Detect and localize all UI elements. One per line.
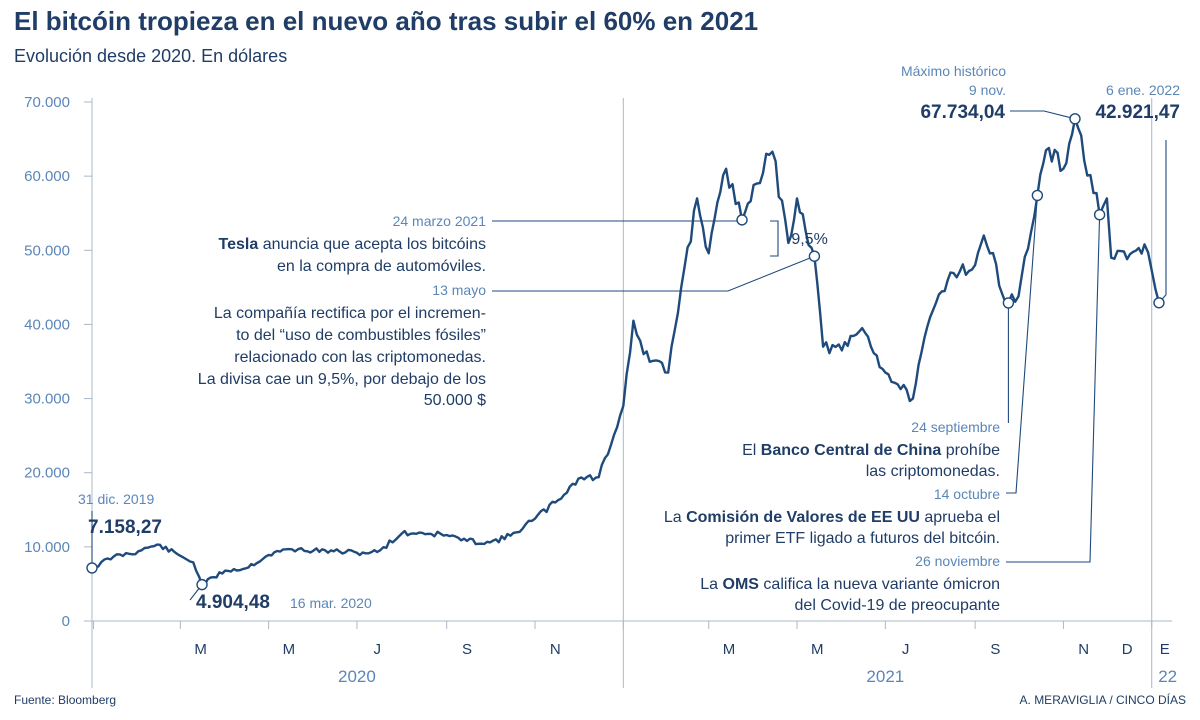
- y-tick-label: 60.000: [24, 168, 70, 185]
- x-tick-label: S: [462, 641, 472, 658]
- may-marker: [808, 250, 821, 262]
- tesla-date: 24 marzo 2021: [393, 213, 487, 229]
- start-marker: [86, 562, 98, 574]
- china-line1: El Banco Central de China prohíbe: [742, 442, 1000, 459]
- x-year-label: 2020: [338, 667, 376, 686]
- drop-label: -9,5%: [786, 231, 828, 248]
- start-date-label: 31 dic. 2019: [78, 491, 154, 507]
- x-tick-label: N: [550, 641, 561, 658]
- x-tick-label: M: [723, 641, 736, 658]
- drop-bracket: [770, 220, 779, 257]
- y-tick-label: 10.000: [24, 539, 70, 556]
- china-date: 24 septiembre: [911, 419, 1000, 435]
- x-tick-label: E: [1160, 641, 1170, 658]
- last-value-label: 42.921,47: [1095, 102, 1180, 123]
- rectify-leader: [492, 255, 815, 292]
- x-year-label: 22: [1158, 667, 1177, 686]
- y-tick-label: 50.000: [24, 242, 70, 259]
- x-tick-label: M: [283, 641, 296, 658]
- rectify-line-1: La compañía rectifica por el incremen-: [214, 305, 486, 322]
- oms-date: 26 noviembre: [915, 553, 1000, 569]
- china-post: prohíbe: [941, 442, 1000, 459]
- rectify-line-3: relacionado con las criptomonedas.: [234, 349, 486, 366]
- credit-label: A. MERAVIGLIA / CINCO DÍAS: [1020, 692, 1186, 707]
- sec-pre: La: [664, 509, 686, 526]
- chart-subtitle: Evolución desde 2020. En dólares: [14, 46, 287, 66]
- annotation-markers: [86, 113, 1165, 591]
- x-year-label: 2021: [866, 667, 904, 686]
- low-marker: [196, 578, 208, 591]
- start-value-label: 7.158,27: [88, 517, 162, 538]
- y-tick-label: 20.000: [24, 465, 70, 482]
- sec-marker: [1031, 189, 1044, 202]
- sec-date: 14 octubre: [934, 486, 1000, 502]
- y-tick-label: 0: [62, 613, 70, 630]
- chart-title: El bitcóin tropieza en el nuevo año tras…: [14, 6, 758, 36]
- oms-pre: La: [700, 576, 722, 593]
- rectify-line-4: La divisa cae un 9,5%, por debajo de los: [198, 371, 486, 388]
- y-tick-label: 30.000: [24, 391, 70, 408]
- x-tick-label: M: [194, 641, 207, 658]
- annotation-leaders: [91, 110, 1167, 601]
- x-tick-label: J: [902, 641, 910, 658]
- china-pre: El: [742, 442, 761, 459]
- max-date-label: 9 nov.: [969, 82, 1006, 98]
- sec-post: aprueba el: [920, 509, 1000, 526]
- max-label: Máximo histórico: [901, 63, 1006, 79]
- oms-post: califica la nueva variante ómicron: [759, 576, 1000, 593]
- sec-line1: La Comisión de Valores de EE UU aprueba …: [664, 509, 1000, 526]
- source-label: Fuente: Bloomberg: [14, 693, 116, 707]
- tesla-marker: [736, 214, 748, 226]
- y-tick-label: 70.000: [24, 94, 70, 111]
- x-tick-label: M: [811, 641, 824, 658]
- last-marker: [1153, 297, 1165, 309]
- tesla-line1: Tesla anuncia que acepta los bitcóins: [219, 236, 486, 253]
- china-bold: Banco Central de China: [761, 442, 942, 459]
- max-value-label: 67.734,04: [920, 102, 1005, 123]
- oms-marker: [1093, 208, 1106, 221]
- last-date-label: 6 ene. 2022: [1106, 82, 1180, 98]
- max-marker: [1069, 113, 1081, 125]
- max-leader: [1010, 110, 1076, 120]
- china-marker: [1002, 297, 1015, 309]
- oms-bold: OMS: [723, 576, 760, 593]
- tesla-bold: Tesla: [219, 236, 259, 253]
- y-axis: 0 10.000 20.000 30.000 40.000 50.000 60.000 70.…: [24, 94, 93, 688]
- oms-line2: del Covid-19 de preocupante: [795, 597, 1001, 614]
- oms-leader: [1006, 214, 1101, 563]
- low-date-label: 16 mar. 2020: [290, 595, 372, 611]
- x-tick-label: D: [1122, 641, 1133, 658]
- tesla-leader: [492, 219, 743, 222]
- tesla-line1-rest: anuncia que acepta los bitcóins: [258, 236, 486, 253]
- china-line2: las criptomonedas.: [866, 463, 1000, 480]
- x-tick-label: S: [990, 641, 1000, 658]
- x-axis: M M J S N M M J S N D E 2020 2021 22: [84, 98, 1177, 688]
- x-tick-label: N: [1078, 641, 1089, 658]
- rectify-line-2: to del “uso de combustibles fósiles”: [236, 327, 486, 344]
- y-tick-label: 40.000: [24, 316, 70, 333]
- x-tick-label: J: [373, 641, 381, 658]
- oms-line1: La OMS califica la nueva variante ómicro…: [700, 576, 1000, 593]
- sec-leader: [1006, 195, 1038, 494]
- rectify-line-5: 50.000 $: [424, 392, 486, 409]
- sec-bold: Comisión de Valores de EE UU: [686, 509, 920, 526]
- rectify-date: 13 mayo: [432, 282, 486, 298]
- price-line: [91, 117, 1161, 586]
- sec-line2: primer ETF ligado a futuros del bitcóin.: [725, 530, 1000, 547]
- low-value-label: 4.904,48: [196, 592, 270, 613]
- tesla-line2: en la compra de automóviles.: [277, 258, 486, 275]
- last-leader: [1158, 140, 1167, 304]
